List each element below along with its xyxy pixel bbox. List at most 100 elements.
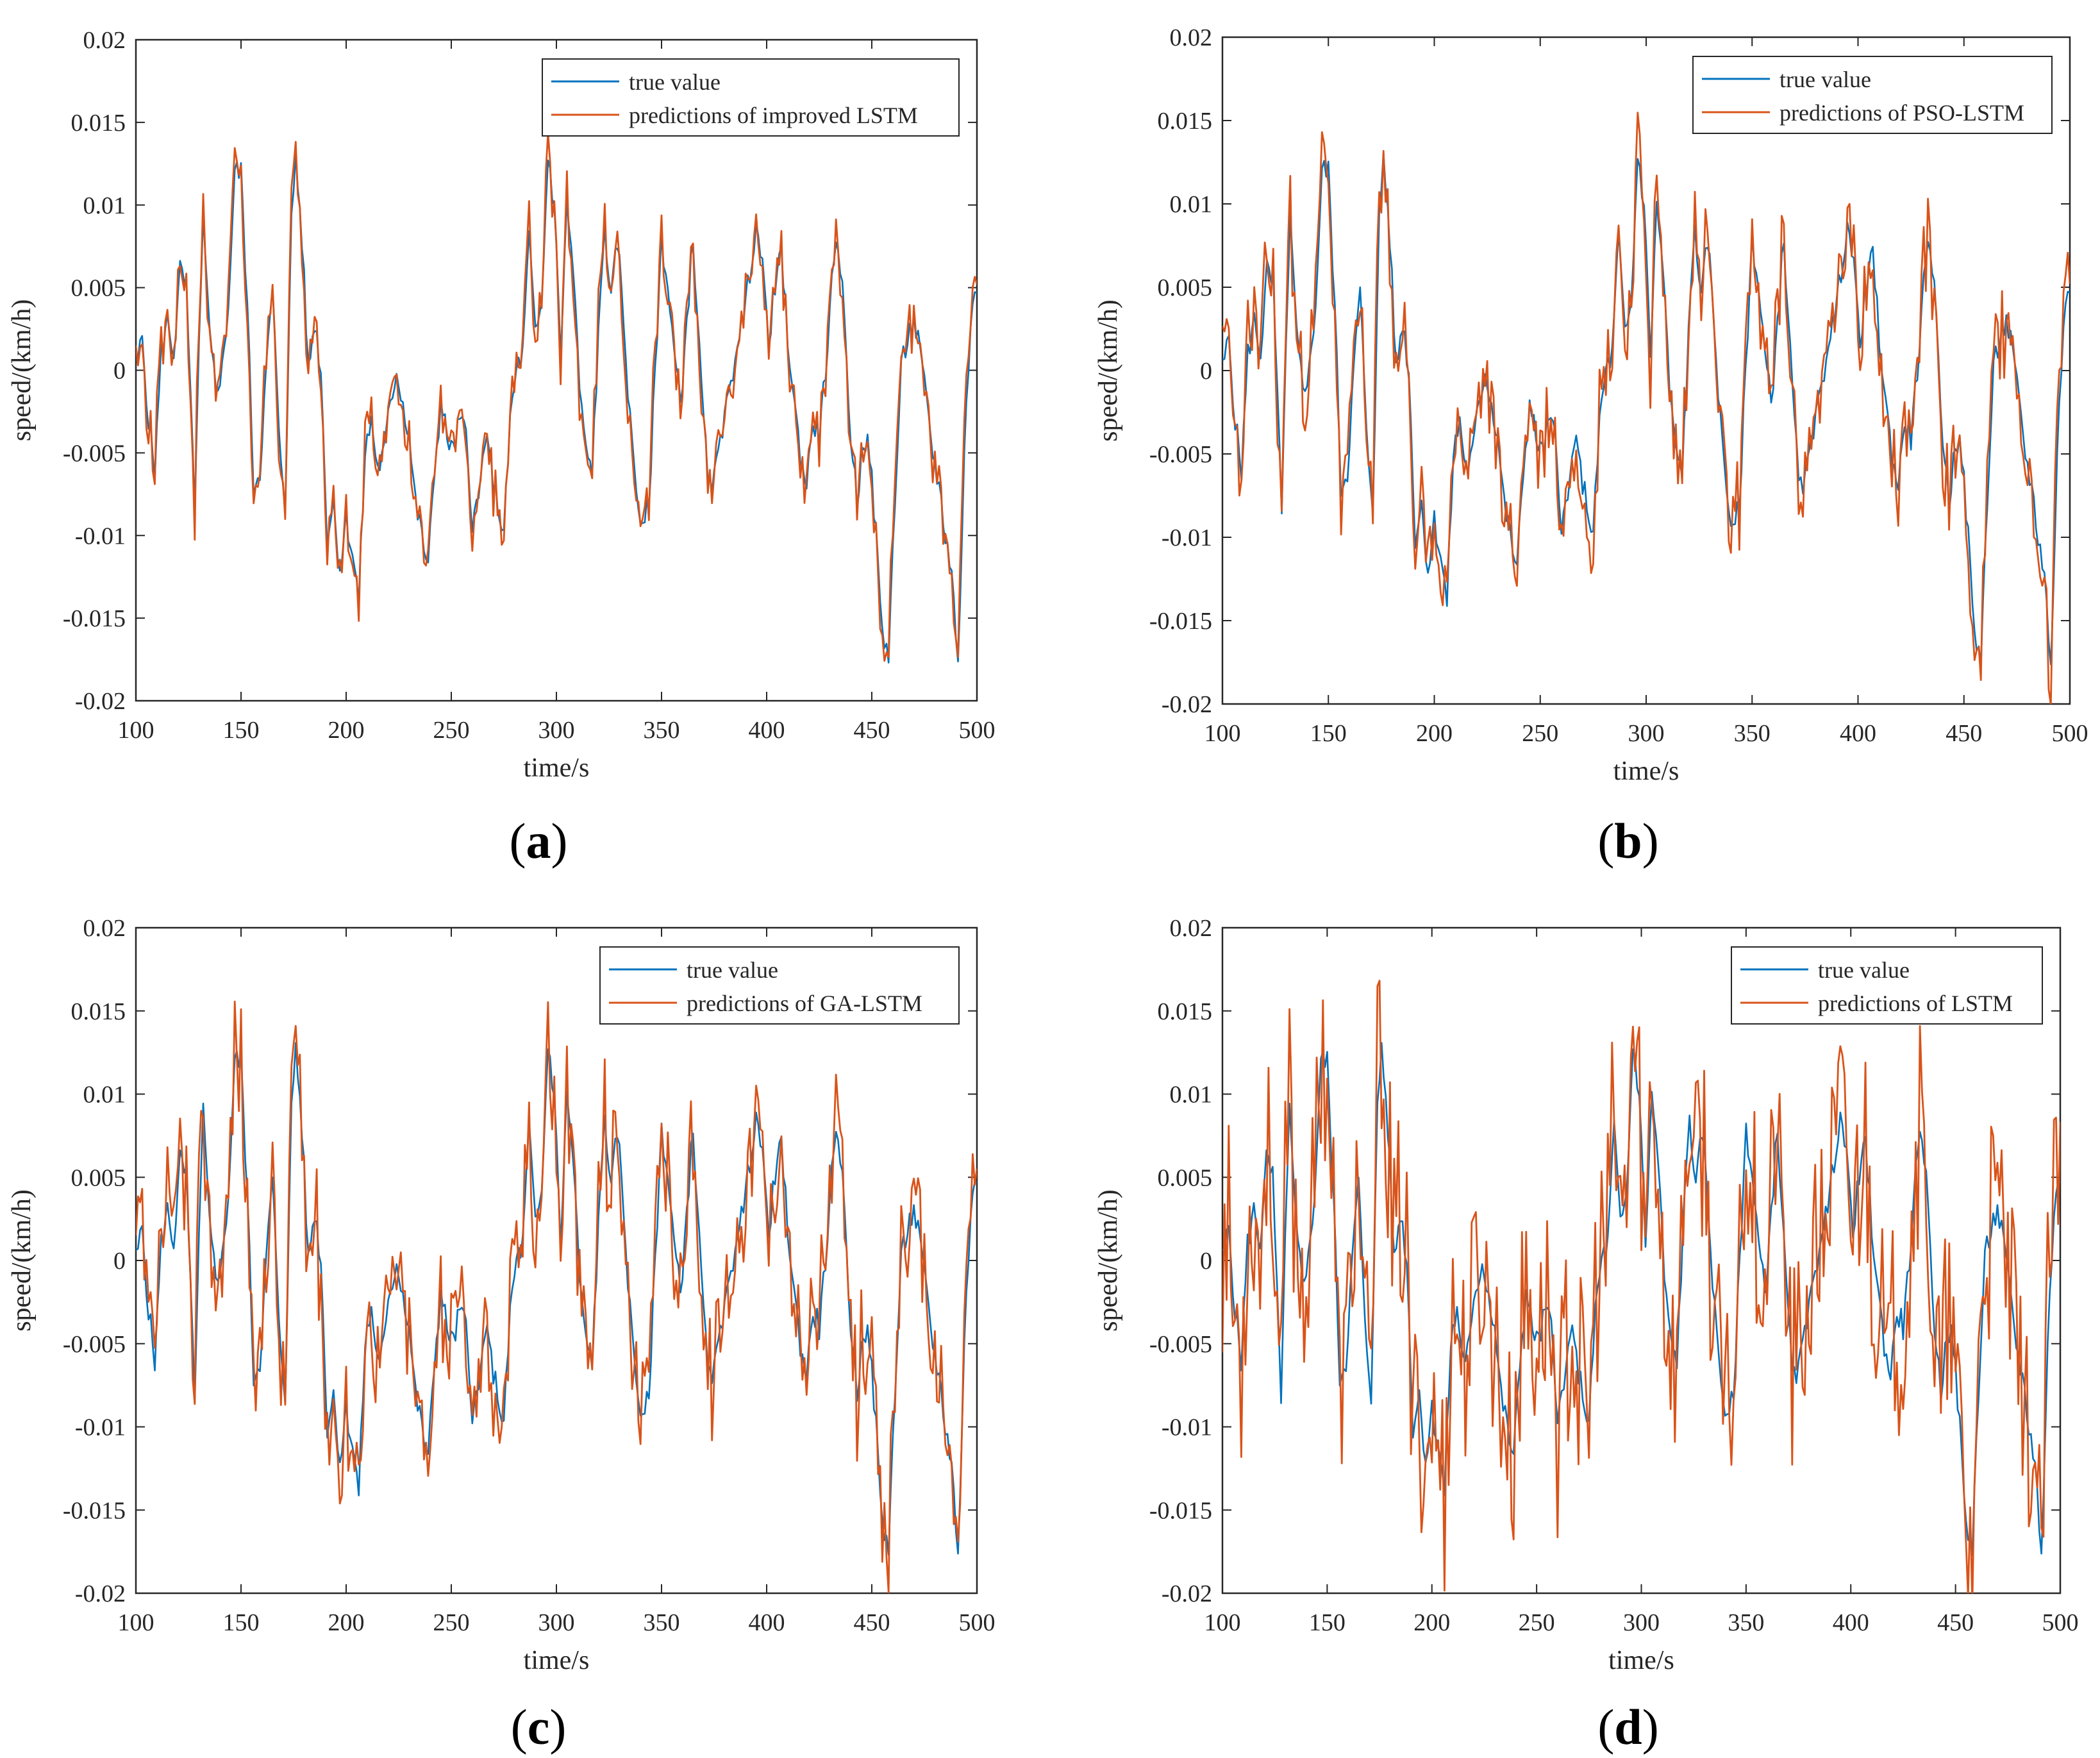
y-tick-label: 0.02 — [1170, 24, 1213, 51]
x-tick-label: 300 — [1628, 720, 1665, 747]
y-tick-label: 0.02 — [83, 27, 126, 54]
panel-label-letter: b — [1614, 813, 1642, 869]
y-tick-label: -0.01 — [75, 523, 126, 549]
x-tick-label: 350 — [1728, 1609, 1764, 1636]
y-tick-label: 0.02 — [83, 915, 126, 942]
y-tick-label: -0.02 — [1162, 691, 1212, 718]
series-line-prediction — [1222, 980, 2060, 1593]
legend-entry-prediction: predictions of GA-LSTM — [687, 991, 922, 1016]
plot-area — [135, 38, 978, 702]
series-lines — [1222, 112, 2070, 704]
x-tick-label: 450 — [854, 717, 890, 744]
panel-label-close: ) — [551, 813, 568, 869]
panel-label-letter: c — [528, 1699, 550, 1755]
panel-label-close: ) — [549, 1699, 566, 1755]
y-tick-label: 0 — [1200, 1248, 1212, 1275]
x-tick-label: 350 — [644, 1609, 680, 1636]
x-tick-label: 250 — [1522, 720, 1558, 747]
x-axis-label: time/s — [1613, 757, 1679, 786]
legend: true value predictions of improved LSTM — [542, 58, 960, 137]
panel-label: (b) — [1597, 813, 1658, 869]
x-tick-label: 100 — [1204, 720, 1241, 747]
x-tick-label: 500 — [2042, 1609, 2079, 1636]
legend-box — [542, 58, 960, 137]
x-tick-label: 400 — [749, 1609, 785, 1636]
plot-area — [1221, 36, 2071, 705]
y-tick-label: -0.015 — [1149, 1497, 1212, 1524]
y-tick-label: -0.015 — [1149, 608, 1212, 635]
y-tick-label: 0.005 — [71, 1164, 126, 1191]
series-line-prediction — [1222, 112, 2070, 704]
y-tick-label: -0.005 — [1149, 441, 1212, 468]
panel-label-open: ( — [511, 1699, 528, 1755]
y-tick-label: -0.005 — [63, 1331, 126, 1358]
x-tick-label: 150 — [223, 1609, 260, 1636]
x-tick-label: 200 — [1416, 720, 1453, 747]
x-tick-label: 200 — [328, 717, 365, 744]
y-tick-label: 0.005 — [71, 275, 126, 302]
x-tick-label: 150 — [1309, 1609, 1346, 1636]
x-tick-label: 300 — [1623, 1609, 1660, 1636]
y-tick-label: 0.01 — [83, 1082, 126, 1109]
x-tick-label: 250 — [1519, 1609, 1555, 1636]
y-tick-label: -0.02 — [1162, 1580, 1212, 1607]
y-tick-label: -0.015 — [63, 605, 126, 632]
series-line-prediction — [136, 132, 977, 662]
chart-panel-d: 100 150 200 250 300 350 400 450 500 0.02 0.015 0.01… — [1094, 915, 2079, 1755]
panel-label-close: ) — [1642, 1699, 1659, 1755]
panel-label-open: ( — [1597, 1699, 1614, 1755]
x-tick-label: 100 — [118, 1609, 154, 1636]
y-tick-label: -0.02 — [75, 688, 126, 715]
x-axis-label: time/s — [524, 1646, 590, 1675]
series-lines — [1222, 980, 2060, 1593]
panel-label-letter: a — [526, 813, 551, 869]
y-tick-label: -0.005 — [63, 440, 126, 467]
legend-entry-prediction: predictions of improved LSTM — [629, 103, 918, 128]
y-tick-label: -0.01 — [75, 1414, 126, 1441]
plot-area — [135, 926, 978, 1595]
y-tick-label: -0.015 — [63, 1497, 126, 1524]
y-tick-label: -0.01 — [1162, 1414, 1212, 1441]
x-tick-label: 100 — [118, 717, 154, 744]
chart-panel-a: 100 150 200 250 300 350 400 450 500 0.02 0.015 0.01… — [7, 27, 996, 869]
panel-label: (d) — [1597, 1699, 1658, 1755]
chart-panel-b: 100 150 200 250 300 350 400 450 500 0.02 0.015 0.01… — [1094, 24, 2088, 869]
legend: true value predictions of GA-LSTM — [599, 946, 960, 1025]
x-tick-label: 300 — [538, 717, 575, 744]
panel-label-letter: d — [1614, 1699, 1642, 1755]
y-tick-label: 0 — [113, 358, 126, 385]
x-tick-label: 500 — [959, 717, 996, 744]
y-tick-label: 0.01 — [83, 192, 126, 219]
y-tick-label: 0.015 — [1158, 998, 1213, 1025]
y-axis-label: speed/(km/h) — [7, 299, 37, 442]
series-lines — [136, 132, 977, 664]
x-tick-label: 400 — [1833, 1609, 1869, 1636]
y-tick-label: -0.005 — [1149, 1331, 1212, 1358]
x-tick-label: 150 — [1310, 720, 1347, 747]
x-tick-label: 150 — [223, 717, 260, 744]
y-axis-label: speed/(km/h) — [7, 1189, 37, 1332]
y-tick-label: 0.015 — [1158, 108, 1213, 135]
y-tick-label: 0 — [113, 1248, 126, 1275]
y-tick-label: -0.01 — [1162, 524, 1212, 551]
y-axis-label: speed/(km/h) — [1094, 1189, 1123, 1332]
x-tick-label: 100 — [1204, 1609, 1241, 1636]
legend-box — [599, 946, 960, 1025]
y-tick-label: 0.01 — [1170, 191, 1213, 218]
legend: true value predictions of LSTM — [1731, 946, 2043, 1025]
legend-entry-prediction: predictions of PSO-LSTM — [1779, 100, 2024, 126]
x-tick-label: 500 — [959, 1609, 996, 1636]
legend: true value predictions of PSO-LSTM — [1692, 56, 2053, 134]
x-tick-label: 450 — [854, 1609, 890, 1636]
y-tick-label: 0.01 — [1170, 1082, 1213, 1109]
panel-label-open: ( — [1597, 813, 1614, 869]
legend-box — [1692, 56, 2053, 134]
panel-label-close: ) — [1642, 813, 1659, 869]
legend-entry-true-value: true value — [687, 957, 778, 983]
y-tick-label: 0 — [1200, 358, 1212, 385]
y-tick-label: 0.005 — [1158, 274, 1213, 301]
y-tick-label: 0.02 — [1170, 915, 1213, 942]
x-tick-label: 400 — [1840, 720, 1876, 747]
legend-entry-true-value: true value — [1779, 67, 1871, 92]
y-tick-label: -0.02 — [75, 1580, 126, 1607]
